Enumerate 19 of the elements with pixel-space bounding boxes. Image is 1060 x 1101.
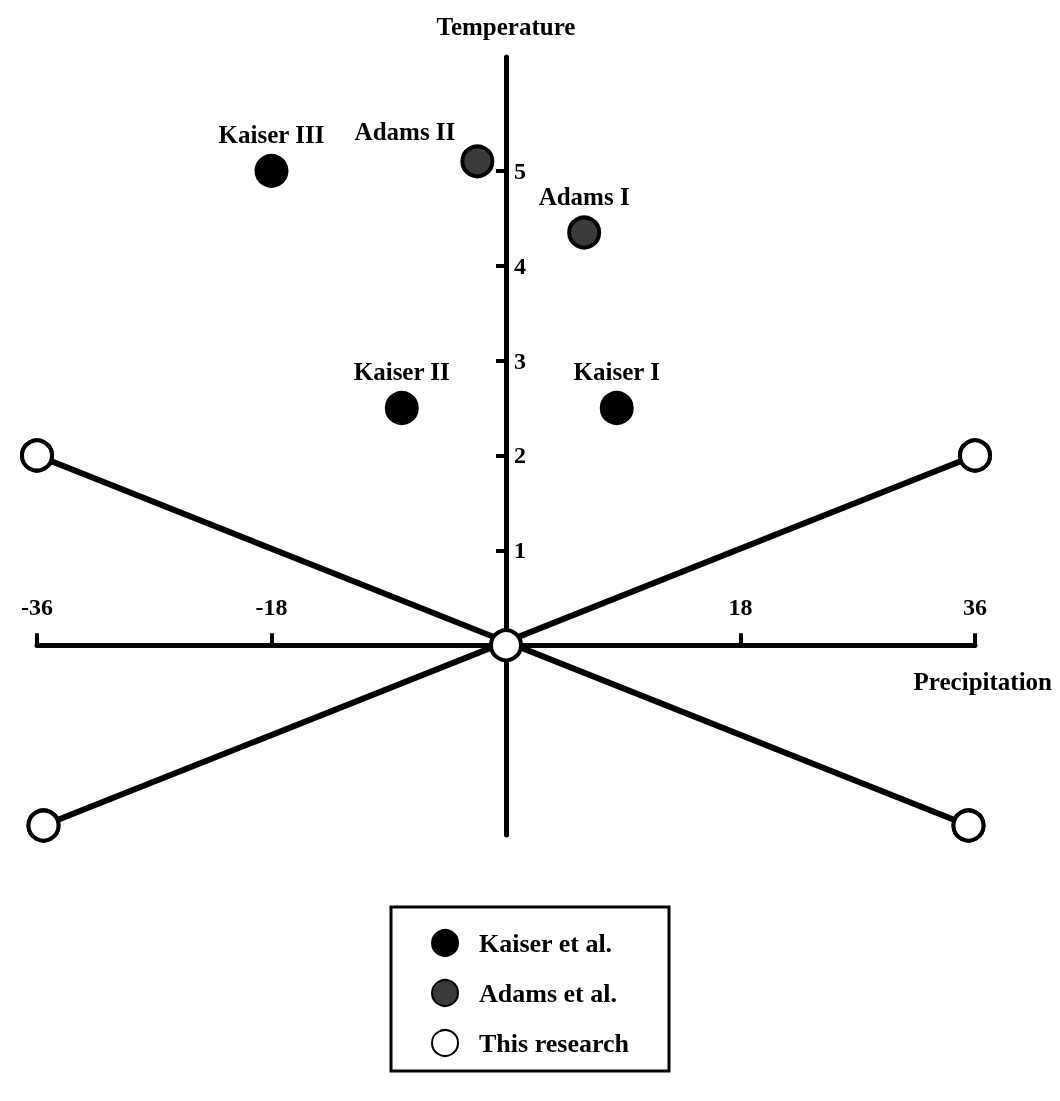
y-tick-label: 5 — [514, 157, 526, 184]
x-axis-title: Precipitation — [913, 668, 1053, 696]
data-label: Kaiser II — [353, 358, 450, 386]
y-tick-label: 1 — [514, 537, 526, 564]
legend-label: Adams et al. — [479, 978, 617, 1008]
x-tick-label: 18 — [728, 594, 753, 621]
x-tick-label: 36 — [963, 594, 987, 621]
x-tick-label: -18 — [255, 594, 288, 621]
x-tick-label: -36 — [21, 594, 53, 621]
data-label: Adams II — [354, 117, 456, 145]
data-label: Kaiser III — [218, 120, 325, 148]
y-tick-label: 4 — [514, 252, 526, 279]
data-label: Adams I — [538, 182, 630, 210]
y-tick-label: 2 — [514, 442, 526, 469]
y-axis-title: Temperature — [436, 13, 576, 40]
data-label: Kaiser I — [573, 358, 660, 386]
legend-label: Kaiser et al. — [479, 928, 613, 958]
legend-label: This research — [479, 1028, 630, 1058]
y-tick-label: 3 — [514, 347, 526, 374]
